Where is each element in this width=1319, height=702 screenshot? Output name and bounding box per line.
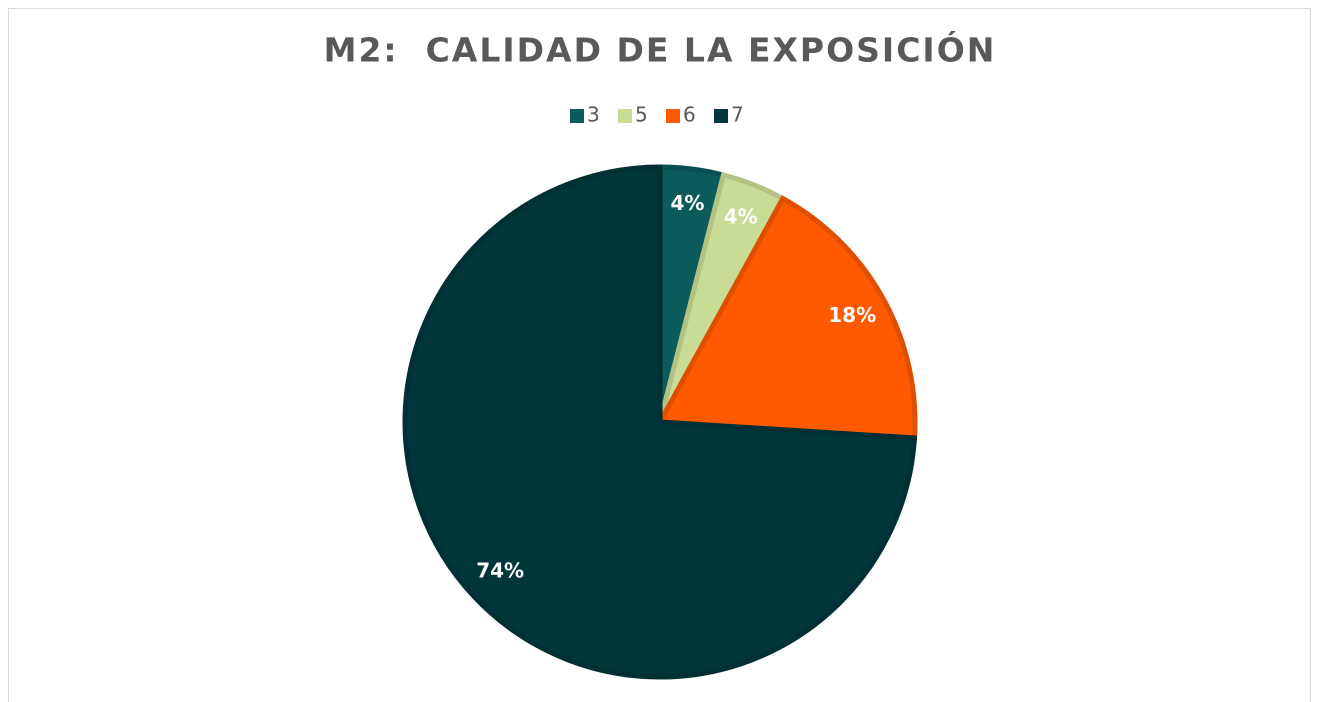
legend-swatch	[714, 109, 728, 123]
legend-swatch	[666, 109, 680, 123]
legend-swatch	[618, 109, 632, 123]
legend-label: 5	[635, 103, 648, 127]
pie-slice	[402, 164, 918, 680]
legend-swatch	[570, 109, 584, 123]
legend-label: 7	[731, 103, 744, 127]
data-label: 4%	[724, 205, 758, 229]
chart-title: M2: CALIDAD DE LA EXPOSICIÓN	[324, 30, 997, 70]
data-label: 4%	[671, 191, 705, 215]
data-label: 18%	[828, 303, 876, 327]
data-label: 74%	[476, 559, 524, 583]
legend: 3 5 6 7	[570, 103, 744, 127]
pie: 4% 4% 18% 74%	[402, 164, 918, 680]
legend-label: 3	[587, 103, 600, 127]
pie-slice	[655, 195, 918, 441]
legend-label: 6	[683, 103, 696, 127]
